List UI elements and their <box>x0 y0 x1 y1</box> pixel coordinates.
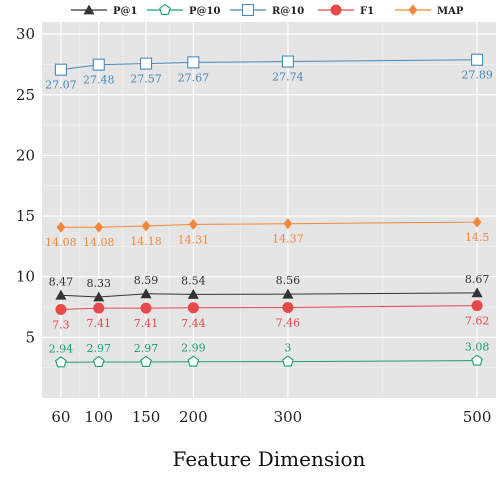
series-p10: 2.94 2.97 2.97 2.99 3 3.08 <box>49 341 490 368</box>
data-label-f1: 7.41 <box>87 317 112 330</box>
legend-marker-r10 <box>241 3 255 17</box>
legend-marker-map <box>408 4 418 16</box>
data-point-p10 <box>471 354 483 366</box>
legend-marker-f1 <box>330 4 342 16</box>
data-label-r10: 27.89 <box>461 69 493 82</box>
legend-label-r10: R@10 <box>272 6 304 17</box>
data-label-r10: 27.07 <box>45 79 77 92</box>
data-point-r10 <box>471 53 484 66</box>
data-label-p1: 8.67 <box>465 273 490 286</box>
x-tick-label: 150 <box>132 408 161 426</box>
data-point-r10 <box>187 56 200 69</box>
data-point-f1 <box>282 302 294 314</box>
y-tick-label: 30 <box>16 25 35 43</box>
data-label-p1: 8.33 <box>87 277 112 290</box>
data-label-r10: 27.57 <box>130 73 162 86</box>
data-point-p10 <box>282 355 294 367</box>
data-label-p1: 8.54 <box>181 274 206 287</box>
legend-marker-p1 <box>83 4 95 15</box>
y-tick-label: 15 <box>16 207 35 225</box>
data-label-map: 14.37 <box>272 233 304 246</box>
data-point-p1 <box>55 289 67 300</box>
x-tick-label: 60 <box>51 408 70 426</box>
data-point-p10 <box>92 355 105 367</box>
data-label-p10: 2.97 <box>134 342 159 355</box>
legend-marker-p10 <box>159 3 171 15</box>
x-axis-title: Feature Dimension <box>173 447 366 471</box>
data-label-p10: 2.99 <box>181 342 206 355</box>
data-label-map: 14.5 <box>465 231 490 244</box>
legend-label-p1: P@1 <box>113 6 137 17</box>
data-label-r10: 27.67 <box>178 71 210 84</box>
data-label-p1: 8.59 <box>134 274 159 287</box>
data-point-map <box>472 216 482 228</box>
data-point-f1 <box>187 302 199 314</box>
data-label-f1: 7.44 <box>181 317 206 330</box>
series-p1: 8.47 8.33 8.59 8.54 8.56 8.67 <box>49 273 490 302</box>
y-tick-label: 5 <box>25 328 35 346</box>
data-point-r10 <box>139 57 153 70</box>
data-label-map: 14.08 <box>45 236 77 249</box>
data-label-p10: 3 <box>284 342 291 355</box>
data-point-map <box>56 221 66 233</box>
data-point-map <box>141 220 151 232</box>
series-line-p1 <box>60 292 478 298</box>
data-label-r10: 27.74 <box>272 71 304 84</box>
data-label-r10: 27.48 <box>83 74 115 87</box>
y-tick-label: 10 <box>16 268 35 286</box>
data-point-p1 <box>140 288 152 299</box>
data-point-f1 <box>471 300 483 312</box>
data-point-r10 <box>281 55 294 68</box>
data-point-map <box>94 221 104 233</box>
data-point-r10 <box>54 63 67 76</box>
legend-label-p10: P@10 <box>189 6 220 17</box>
data-label-f1: 7.41 <box>134 317 159 330</box>
data-label-map: 14.08 <box>83 236 115 249</box>
data-label-p10: 3.08 <box>465 341 490 354</box>
series-line-f1 <box>60 305 478 310</box>
legend-label-map: MAP <box>437 6 464 17</box>
x-tick-label: 200 <box>179 408 208 426</box>
x-tick-label: 500 <box>463 408 492 426</box>
series-line-p10 <box>60 360 478 363</box>
y-tick-label: 25 <box>16 86 35 104</box>
data-label-f1: 7.3 <box>52 318 70 331</box>
data-point-p1 <box>282 288 294 299</box>
data-point-p1 <box>93 291 105 302</box>
data-point-f1 <box>55 303 67 315</box>
x-tick-label: 100 <box>84 408 113 426</box>
legend-label-f1: F1 <box>360 6 374 17</box>
data-point-r10 <box>92 58 105 71</box>
data-point-f1 <box>93 302 105 314</box>
series-map: 14.08 14.08 14.18 14.31 14.37 14.5 <box>45 216 490 249</box>
legend: P@1 P@10 R@10 F1 MAP <box>71 3 464 17</box>
plot-background <box>42 22 496 398</box>
series-f1: 7.3 7.41 7.41 7.44 7.46 7.62 <box>52 300 489 331</box>
data-label-p10: 2.97 <box>87 342 112 355</box>
data-point-map <box>188 218 198 230</box>
data-label-map: 14.18 <box>130 235 162 248</box>
y-tick-label: 20 <box>16 146 35 164</box>
series-line-map <box>60 221 478 228</box>
series-line-r10 <box>60 59 478 71</box>
data-label-f1: 7.46 <box>276 317 301 330</box>
data-label-f1: 7.62 <box>465 315 490 328</box>
data-label-p1: 8.56 <box>276 274 301 287</box>
data-point-map <box>283 218 293 230</box>
data-point-p1 <box>187 288 199 299</box>
x-tick-label: 300 <box>274 408 303 426</box>
series-r10: 27.07 27.48 27.57 27.67 27.74 27.89 <box>45 53 493 92</box>
data-label-p1: 8.47 <box>49 275 74 288</box>
data-label-map: 14.31 <box>178 233 210 246</box>
data-point-p1 <box>471 287 483 298</box>
data-point-f1 <box>140 302 152 314</box>
data-point-p10 <box>140 355 152 367</box>
data-point-p10 <box>187 355 200 367</box>
data-label-p10: 2.94 <box>49 342 74 355</box>
data-point-p10 <box>55 356 67 368</box>
